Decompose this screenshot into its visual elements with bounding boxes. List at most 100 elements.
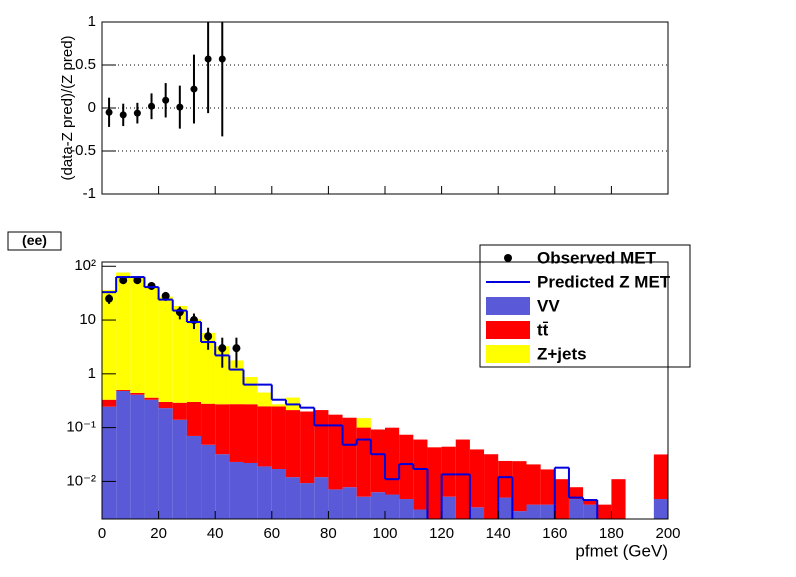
legend-marker [486, 345, 530, 363]
stack-segment [186, 401, 202, 436]
y-tick-label: 0 [88, 99, 96, 116]
stack-segment [172, 419, 187, 519]
stack-segment [229, 404, 244, 462]
x-tick-label: 0 [98, 525, 106, 542]
stack-segment [611, 479, 626, 519]
stack-segment [314, 410, 329, 478]
y-tick-label: 1 [88, 365, 96, 382]
stack-segment [484, 454, 499, 519]
x-tick-label: 100 [372, 525, 397, 542]
stack-segment [116, 390, 131, 391]
legend-label: tt̄ [537, 320, 549, 339]
x-tick-label: 180 [599, 525, 624, 542]
stack-segment [271, 406, 286, 470]
stack-segment [342, 417, 357, 488]
stack-segment [102, 290, 117, 400]
annotation: (ee) [22, 232, 47, 248]
frame [101, 21, 669, 195]
data-point [147, 281, 156, 290]
x-tick-label: 80 [320, 525, 337, 542]
stack-segment [413, 439, 428, 510]
stack-segment [144, 399, 159, 519]
stack-segment [243, 462, 258, 519]
y-tick-label: 10² [74, 257, 96, 274]
data-point [119, 276, 128, 285]
stack-segment [526, 464, 541, 505]
stack-segment [201, 332, 216, 404]
stack-segment [469, 507, 485, 519]
stack-segment [356, 496, 371, 519]
stack-segment [102, 399, 117, 407]
data-point [204, 55, 212, 63]
stack-segment [243, 377, 258, 405]
stack-segment [116, 390, 131, 519]
y-tick-label: -0.5 [70, 142, 96, 159]
stack-segment [328, 489, 343, 519]
stack-segment [215, 404, 230, 455]
plot-area [102, 272, 668, 519]
stack-segment [512, 461, 527, 512]
x-tick-label: 20 [150, 525, 167, 542]
stack-segment [427, 447, 442, 519]
frame [101, 261, 669, 520]
stack-segment [229, 461, 244, 519]
stack-segment [285, 410, 301, 478]
legend-label: Predicted Z MET [537, 272, 671, 291]
stack-segment [257, 466, 272, 519]
x-tick-label: 40 [207, 525, 224, 542]
stack-segment [130, 277, 145, 394]
stack-segment [144, 397, 159, 400]
stack-segment [271, 469, 286, 519]
legend-label: Observed MET [537, 248, 657, 267]
stack-segment [554, 479, 569, 519]
data-point [162, 96, 170, 104]
stack-segment [130, 393, 145, 395]
stack-segment [130, 394, 145, 519]
stack-segment [257, 406, 272, 467]
stack-segment [498, 497, 513, 519]
stack-segment [583, 499, 598, 505]
y-tick-label: -1 [83, 185, 96, 202]
legend-marker [486, 297, 530, 315]
stack-segment [399, 434, 414, 500]
data-point [133, 109, 141, 117]
y-tick-label: 0.5 [75, 56, 96, 73]
stack-segment [597, 504, 612, 519]
y-tick-label: 10 [79, 311, 96, 328]
stack-segment [356, 418, 371, 428]
stack-segment [285, 477, 301, 519]
data-point [148, 102, 156, 110]
stack-segment [568, 487, 584, 500]
data-point [232, 344, 241, 353]
stack-segment [512, 511, 527, 519]
stack-segment [158, 408, 173, 519]
x-tick-label: 60 [263, 525, 280, 542]
legend-marker [486, 321, 530, 339]
stack-segment [201, 403, 216, 445]
stack-segment [568, 499, 584, 519]
data-point [105, 294, 114, 303]
stack-segment [540, 469, 555, 505]
stack-segment [271, 404, 286, 407]
stack-segment [441, 496, 456, 519]
stack-segment [314, 477, 329, 519]
stack-segment [144, 287, 159, 398]
stack-segment [540, 504, 555, 519]
data-point [176, 103, 184, 111]
data-point [204, 332, 213, 341]
plot-area [105, 22, 226, 137]
data-point [218, 55, 226, 63]
legend: Observed MET Predicted Z MET VV tt̄ Z+jets [479, 244, 691, 368]
x-tick-label: 160 [542, 525, 567, 542]
stack-segment [186, 435, 202, 519]
data-point [161, 291, 170, 300]
stack-segment [328, 414, 343, 490]
stack-segment [356, 427, 371, 497]
x-tick-label: 200 [655, 525, 680, 542]
stack-segment [201, 444, 216, 519]
data-point [105, 108, 113, 116]
legend-label: Z+jets [537, 344, 587, 363]
stack-segment [385, 494, 400, 519]
y-tick-label: 1 [88, 13, 96, 30]
